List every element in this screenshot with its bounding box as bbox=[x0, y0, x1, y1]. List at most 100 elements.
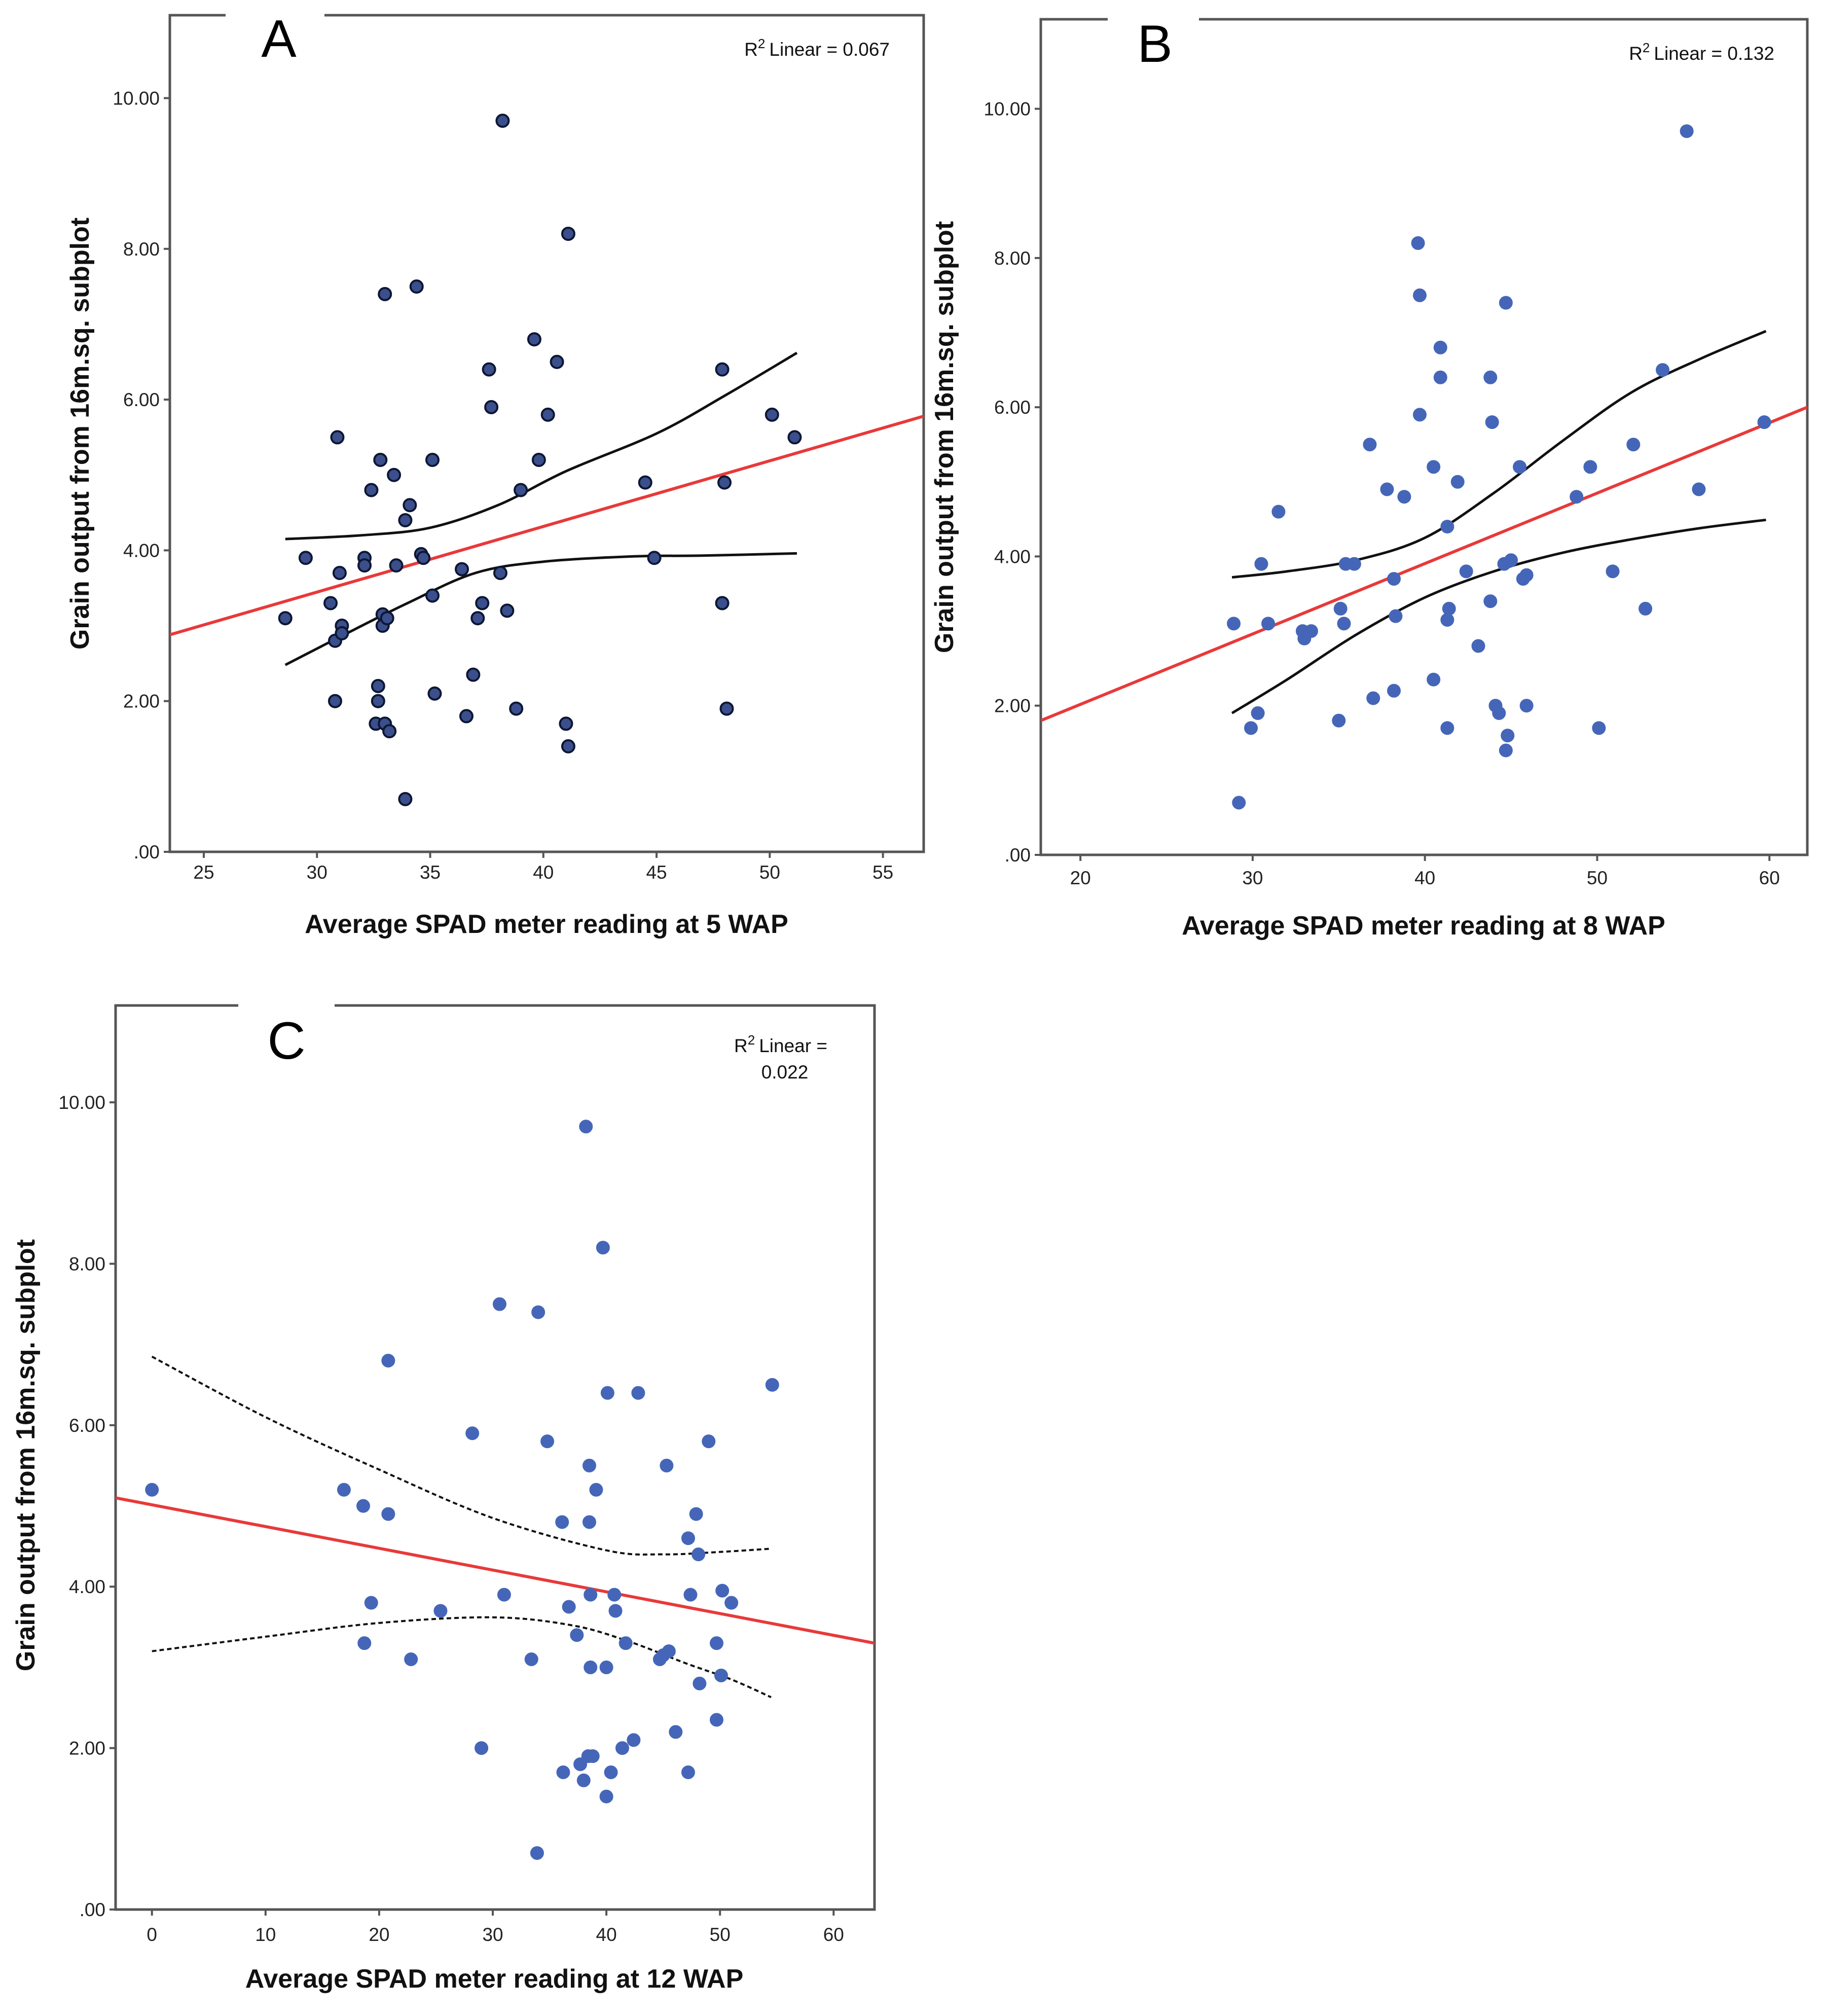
data-point bbox=[709, 1713, 723, 1727]
data-point bbox=[1626, 438, 1641, 452]
data-point bbox=[1389, 609, 1403, 623]
data-point bbox=[1692, 482, 1706, 496]
r-squared-symbol: R bbox=[744, 39, 758, 60]
data-point bbox=[660, 1458, 674, 1472]
y-tick-label: 2.00 bbox=[69, 1738, 105, 1759]
data-point bbox=[1483, 594, 1498, 608]
data-point bbox=[1227, 617, 1241, 631]
data-point bbox=[404, 1652, 418, 1666]
data-point bbox=[278, 611, 293, 626]
data-point bbox=[1347, 557, 1361, 571]
data-point bbox=[1433, 340, 1447, 354]
ci-upper-line bbox=[285, 351, 798, 541]
plot-layer: .00 2.00 4.00 6.00 8.00 10.00 0 10 20 30 40 50 60 bbox=[58, 1004, 876, 1945]
data-point bbox=[403, 498, 417, 513]
data-point bbox=[1440, 520, 1454, 534]
linear-fit-line bbox=[1041, 406, 1807, 722]
data-point bbox=[715, 1583, 730, 1598]
data-point bbox=[1332, 713, 1346, 728]
data-point bbox=[559, 716, 573, 731]
data-point bbox=[608, 1604, 623, 1618]
data-point bbox=[715, 362, 730, 377]
x-tick-label: 45 bbox=[646, 862, 667, 883]
data-point bbox=[1433, 370, 1447, 384]
y-tick-label: 8.00 bbox=[123, 239, 160, 260]
data-point bbox=[1337, 617, 1351, 631]
data-point bbox=[719, 701, 734, 716]
y-tick-label: 6.00 bbox=[69, 1415, 105, 1436]
data-point bbox=[691, 1547, 706, 1562]
r-squared-label: R2 Linear = 0.067 bbox=[744, 36, 890, 60]
data-point bbox=[1459, 564, 1473, 579]
data-point bbox=[1570, 490, 1584, 504]
data-point bbox=[717, 475, 732, 490]
y-tick-label: 4.00 bbox=[69, 1576, 105, 1597]
x-tick-label: 55 bbox=[872, 862, 893, 883]
y-tick-label: 8.00 bbox=[994, 248, 1031, 269]
data-point bbox=[579, 1120, 593, 1134]
data-point bbox=[466, 667, 481, 682]
y-tick-label: 4.00 bbox=[123, 540, 160, 561]
data-point bbox=[1363, 438, 1377, 452]
data-point bbox=[433, 1604, 448, 1618]
data-point bbox=[484, 400, 499, 414]
data-point bbox=[589, 1483, 603, 1497]
data-point bbox=[540, 407, 555, 422]
data-point bbox=[335, 626, 349, 640]
y-axis-title: Grain output from 16m.sq. subplot bbox=[930, 221, 959, 653]
x-tick-label: 40 bbox=[1414, 868, 1435, 888]
data-point bbox=[681, 1531, 695, 1545]
data-point bbox=[582, 1515, 597, 1529]
data-point bbox=[1304, 624, 1318, 638]
linear-fit-line bbox=[170, 414, 924, 636]
data-point bbox=[582, 1458, 597, 1472]
data-point bbox=[455, 562, 469, 577]
data-point bbox=[599, 1660, 613, 1674]
data-point bbox=[1485, 415, 1499, 429]
x-tick-label: 40 bbox=[533, 862, 554, 883]
x-tick-label: 35 bbox=[420, 862, 441, 883]
data-point bbox=[1519, 699, 1534, 713]
data-point bbox=[409, 279, 424, 294]
data-point bbox=[715, 596, 730, 610]
data-point bbox=[1504, 553, 1518, 567]
data-point bbox=[1499, 743, 1513, 758]
ci-upper-line bbox=[1231, 330, 1767, 579]
y-tick-label: .00 bbox=[80, 1899, 105, 1920]
scatter-panel-b: .00 2.00 4.00 6.00 8.00 10.00 20 30 40 50 60 B R2 L… bbox=[930, 15, 1809, 941]
data-point bbox=[357, 558, 372, 573]
x-tick-label: 50 bbox=[759, 862, 780, 883]
data-point bbox=[1366, 691, 1380, 705]
data-point bbox=[787, 430, 802, 445]
data-point bbox=[459, 709, 474, 724]
data-point bbox=[373, 453, 388, 467]
data-point bbox=[465, 1426, 480, 1441]
data-point bbox=[145, 1483, 159, 1497]
data-point bbox=[500, 603, 515, 618]
x-tick-label: 30 bbox=[482, 1924, 503, 1945]
data-point bbox=[1397, 490, 1411, 504]
plot-layer: .00 2.00 4.00 6.00 8.00 10.00 25 30 35 40 45 50 55 bbox=[113, 14, 925, 883]
data-point bbox=[1471, 639, 1485, 653]
data-point bbox=[1606, 564, 1620, 579]
data-point bbox=[662, 1644, 676, 1659]
data-point bbox=[1656, 363, 1670, 377]
plot-layer: .00 2.00 4.00 6.00 8.00 10.00 20 30 40 50 60 bbox=[984, 18, 1809, 888]
r-squared-symbol: R bbox=[1629, 43, 1643, 64]
data-point bbox=[1380, 482, 1394, 496]
data-point bbox=[530, 1846, 544, 1860]
data-point bbox=[631, 1386, 645, 1400]
y-axis-title: Grain output from 16m.sq. subplot bbox=[11, 1239, 41, 1671]
x-axis-title: Average SPAD meter reading at 8 WAP bbox=[1182, 911, 1665, 941]
data-point bbox=[1583, 460, 1597, 474]
y-tick-label: 10.00 bbox=[113, 88, 160, 109]
data-point bbox=[298, 551, 313, 565]
data-point bbox=[1499, 296, 1513, 310]
data-point bbox=[416, 551, 431, 565]
data-point bbox=[1244, 721, 1258, 735]
r-squared-exponent: 2 bbox=[758, 36, 765, 51]
data-point bbox=[1638, 601, 1653, 616]
r-squared-label: R2 Linear = 0.132 bbox=[1629, 40, 1774, 64]
panel-letter: C bbox=[267, 1012, 305, 1070]
